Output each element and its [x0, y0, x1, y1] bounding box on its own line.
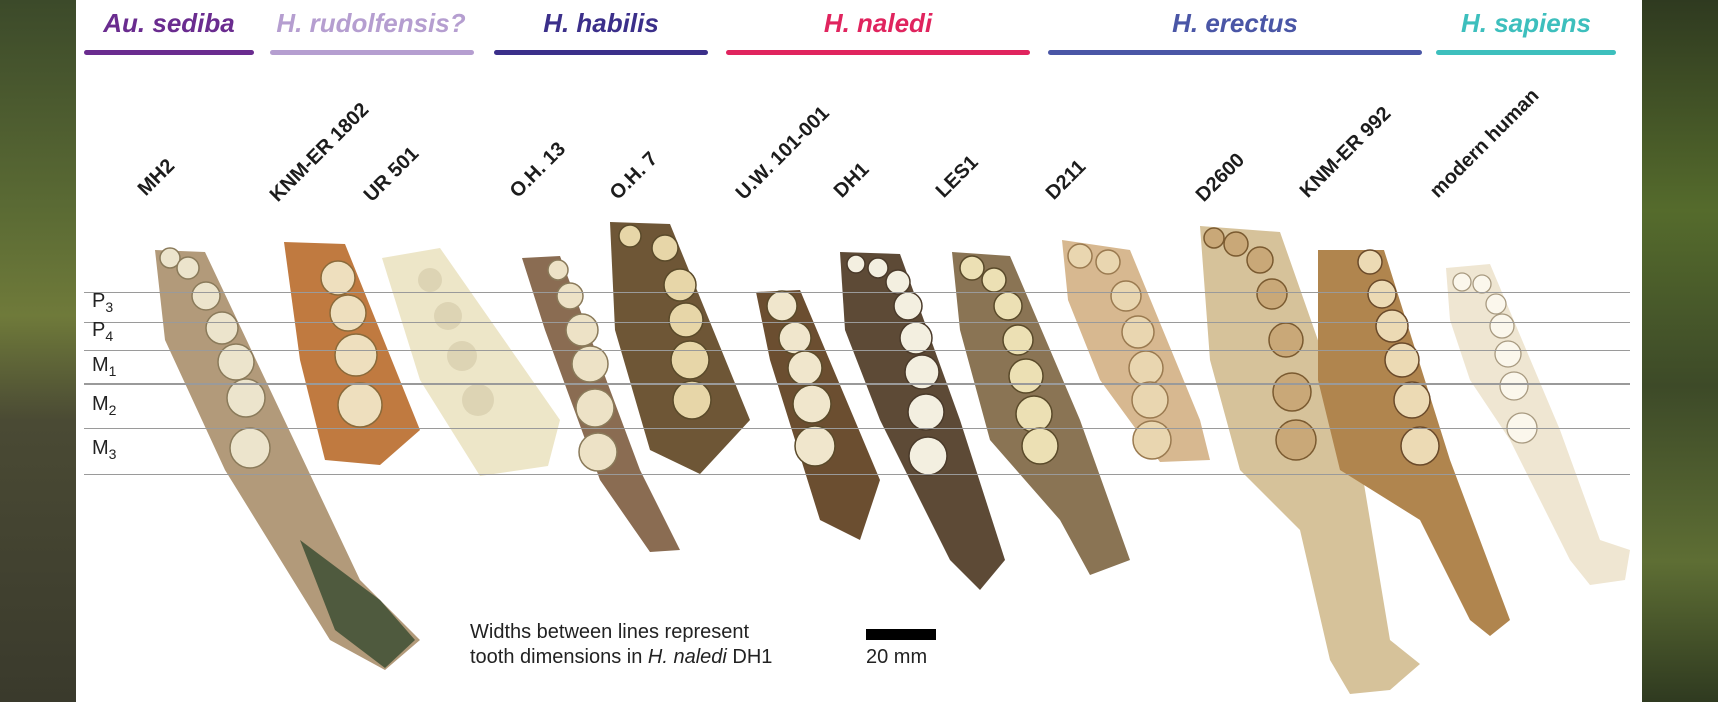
background-moss-left — [0, 0, 76, 702]
mandible-oh-7 — [610, 222, 750, 474]
mandible-modern-human — [1446, 264, 1630, 585]
group-bar-h-habilis — [494, 50, 708, 55]
caption: Widths between lines represent tooth dim… — [470, 620, 772, 670]
group-bar-au-sediba — [84, 50, 254, 55]
guide-line — [84, 350, 1630, 351]
guide-line — [84, 292, 1630, 293]
scale-label: 20 mm — [866, 646, 928, 668]
group-bar-h-erectus — [1048, 50, 1422, 55]
guide-line — [84, 474, 1630, 475]
caption-line-1: Widths between lines represent — [470, 621, 750, 643]
mandible-uw-101-001 — [756, 290, 880, 540]
tooth-label-p4: P4 — [92, 319, 114, 344]
mandible-knm-er-1802 — [284, 242, 420, 465]
group-label-h-erectus: H. erectus — [1172, 8, 1298, 38]
mandible-oh-13 — [522, 256, 680, 552]
tooth-label-m1: M1 — [92, 354, 117, 379]
group-label-h-rudolfensis: H. rudolfensis? — [276, 8, 466, 38]
group-bar-h-naledi — [726, 50, 1030, 55]
group-label-h-naledi: H. naledi — [823, 8, 933, 38]
group-bar-h-sapiens — [1436, 50, 1616, 55]
background-moss-right — [1642, 0, 1718, 702]
tooth-label-p3: P3 — [92, 290, 114, 315]
guide-line — [84, 322, 1630, 323]
mandible-mh2 — [155, 247, 420, 670]
scale-bar — [866, 629, 936, 640]
group-bar-h-rudolfensis — [270, 50, 474, 55]
guide-line — [84, 383, 1630, 385]
mandible-d211 — [1062, 240, 1210, 462]
mandible-d2600 — [1200, 226, 1420, 694]
group-label-h-habilis: H. habilis — [543, 8, 659, 38]
mandible-ur-501 — [382, 248, 560, 476]
mandible-knm-er-992 — [1318, 249, 1510, 636]
tooth-label-m3: M3 — [92, 437, 117, 462]
group-label-au-sediba: Au. sediba — [103, 8, 235, 38]
guide-line — [84, 428, 1630, 429]
caption-line-2: tooth dimensions in H. naledi DH1 — [470, 646, 773, 668]
tooth-label-m2: M2 — [92, 393, 117, 418]
group-label-h-sapiens: H. sapiens — [1460, 8, 1592, 38]
